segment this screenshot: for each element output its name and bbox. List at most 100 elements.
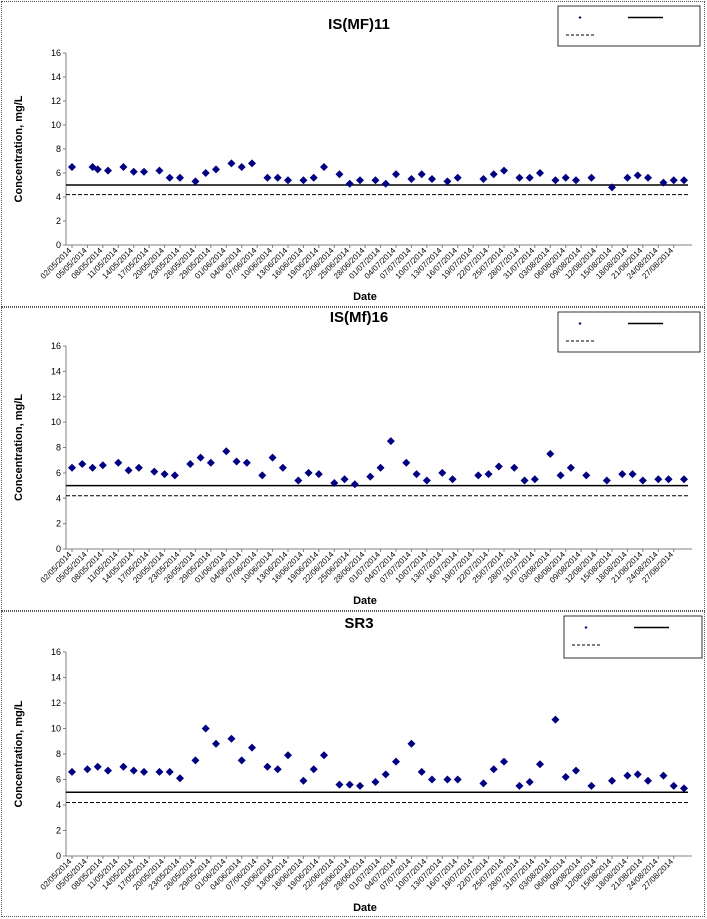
data-point bbox=[140, 767, 148, 776]
chart-title: IS(MF)11 bbox=[328, 16, 390, 33]
data-point bbox=[572, 766, 580, 775]
data-point bbox=[124, 466, 133, 475]
data-point bbox=[98, 461, 107, 470]
chart-panel-ismf11: IS(MF)11 0 2 4 6 8 10 12 14 16 02/05/2014 05/05/201… bbox=[1, 1, 705, 307]
data-point bbox=[320, 751, 328, 760]
data-point bbox=[88, 463, 97, 472]
legend bbox=[557, 5, 701, 47]
data-point bbox=[520, 476, 529, 485]
data-point bbox=[680, 784, 688, 793]
data-point bbox=[314, 470, 323, 479]
data-point bbox=[227, 734, 236, 743]
legend-marker bbox=[578, 322, 582, 325]
data-point bbox=[551, 715, 560, 724]
data-point bbox=[608, 776, 616, 785]
data-point bbox=[525, 173, 534, 182]
data-point bbox=[417, 170, 426, 179]
data-point bbox=[479, 779, 488, 788]
data-point bbox=[134, 463, 143, 472]
data-point bbox=[350, 480, 359, 489]
data-point bbox=[453, 775, 462, 784]
data-point bbox=[186, 459, 195, 468]
chart-panel-ismf16: IS(Mf)16 0 2 4 6 8 10 12 14 16 02/05/2014 05/05/201… bbox=[1, 307, 705, 611]
y-tick-label: 12 bbox=[51, 392, 61, 402]
data-point bbox=[525, 778, 534, 787]
data-point bbox=[160, 470, 169, 479]
y-tick-label: 4 bbox=[56, 800, 61, 810]
data-point bbox=[68, 463, 76, 472]
chart-ismf11: IS(MF)11024681012141602/05/201405/05/201… bbox=[13, 5, 701, 303]
x-axis-label: Date bbox=[353, 902, 377, 914]
data-point bbox=[320, 163, 328, 171]
data-point bbox=[438, 468, 447, 477]
data-point bbox=[680, 475, 688, 484]
data-point bbox=[428, 175, 436, 183]
data-point bbox=[335, 780, 344, 789]
data-point bbox=[453, 173, 462, 182]
data-point bbox=[345, 780, 354, 789]
y-tick-label: 12 bbox=[51, 698, 61, 708]
data-point bbox=[104, 766, 112, 775]
x-axis-label: Date bbox=[353, 595, 377, 607]
y-tick-label: 10 bbox=[51, 120, 61, 130]
data-point bbox=[119, 163, 128, 171]
y-tick-label: 10 bbox=[51, 724, 61, 734]
data-point bbox=[237, 756, 246, 765]
data-point bbox=[515, 781, 524, 790]
chart-title: SR3 bbox=[344, 615, 373, 632]
data-point bbox=[237, 163, 246, 171]
data-point bbox=[428, 775, 436, 784]
data-point bbox=[448, 475, 457, 484]
data-point bbox=[669, 176, 678, 185]
data-point bbox=[412, 470, 421, 479]
data-point bbox=[309, 173, 318, 182]
data-point bbox=[536, 169, 544, 177]
data-point bbox=[212, 165, 220, 174]
data-point bbox=[248, 159, 256, 168]
data-point bbox=[371, 778, 380, 787]
y-tick-label: 2 bbox=[56, 216, 61, 226]
y-tick-label: 4 bbox=[56, 192, 61, 202]
data-point bbox=[366, 472, 375, 481]
legend-box bbox=[557, 311, 701, 353]
data-point bbox=[83, 765, 92, 774]
data-point bbox=[587, 781, 596, 790]
data-point bbox=[484, 470, 493, 479]
data-point bbox=[644, 173, 652, 182]
data-point bbox=[623, 771, 632, 780]
x-axis-label: Date bbox=[353, 291, 377, 303]
data-point bbox=[386, 437, 395, 446]
data-point bbox=[500, 166, 508, 175]
data-point bbox=[633, 171, 642, 180]
data-point bbox=[443, 775, 452, 784]
data-point bbox=[392, 170, 400, 179]
data-point bbox=[489, 170, 498, 179]
data-point bbox=[371, 176, 380, 185]
data-point bbox=[546, 449, 555, 458]
y-tick-label: 16 bbox=[51, 647, 61, 657]
y-tick-label: 0 bbox=[56, 851, 61, 861]
data-point bbox=[129, 167, 138, 176]
data-point bbox=[551, 176, 560, 185]
data-point bbox=[299, 176, 308, 185]
data-point bbox=[78, 459, 87, 468]
data-point bbox=[474, 471, 483, 480]
data-point bbox=[68, 163, 76, 171]
data-point bbox=[248, 743, 256, 752]
data-point bbox=[155, 767, 164, 776]
data-point bbox=[263, 762, 272, 771]
data-point bbox=[150, 467, 159, 476]
y-tick-label: 12 bbox=[51, 96, 61, 106]
data-point bbox=[417, 767, 426, 776]
data-point bbox=[294, 476, 303, 485]
data-point bbox=[258, 471, 267, 480]
data-point bbox=[273, 765, 282, 774]
data-point bbox=[664, 475, 673, 484]
data-point bbox=[402, 458, 411, 467]
y-tick-label: 6 bbox=[56, 468, 61, 478]
data-point bbox=[273, 173, 282, 182]
data-point bbox=[93, 165, 102, 174]
data-point bbox=[227, 159, 236, 168]
data-point bbox=[680, 176, 688, 185]
data-point bbox=[561, 772, 570, 781]
